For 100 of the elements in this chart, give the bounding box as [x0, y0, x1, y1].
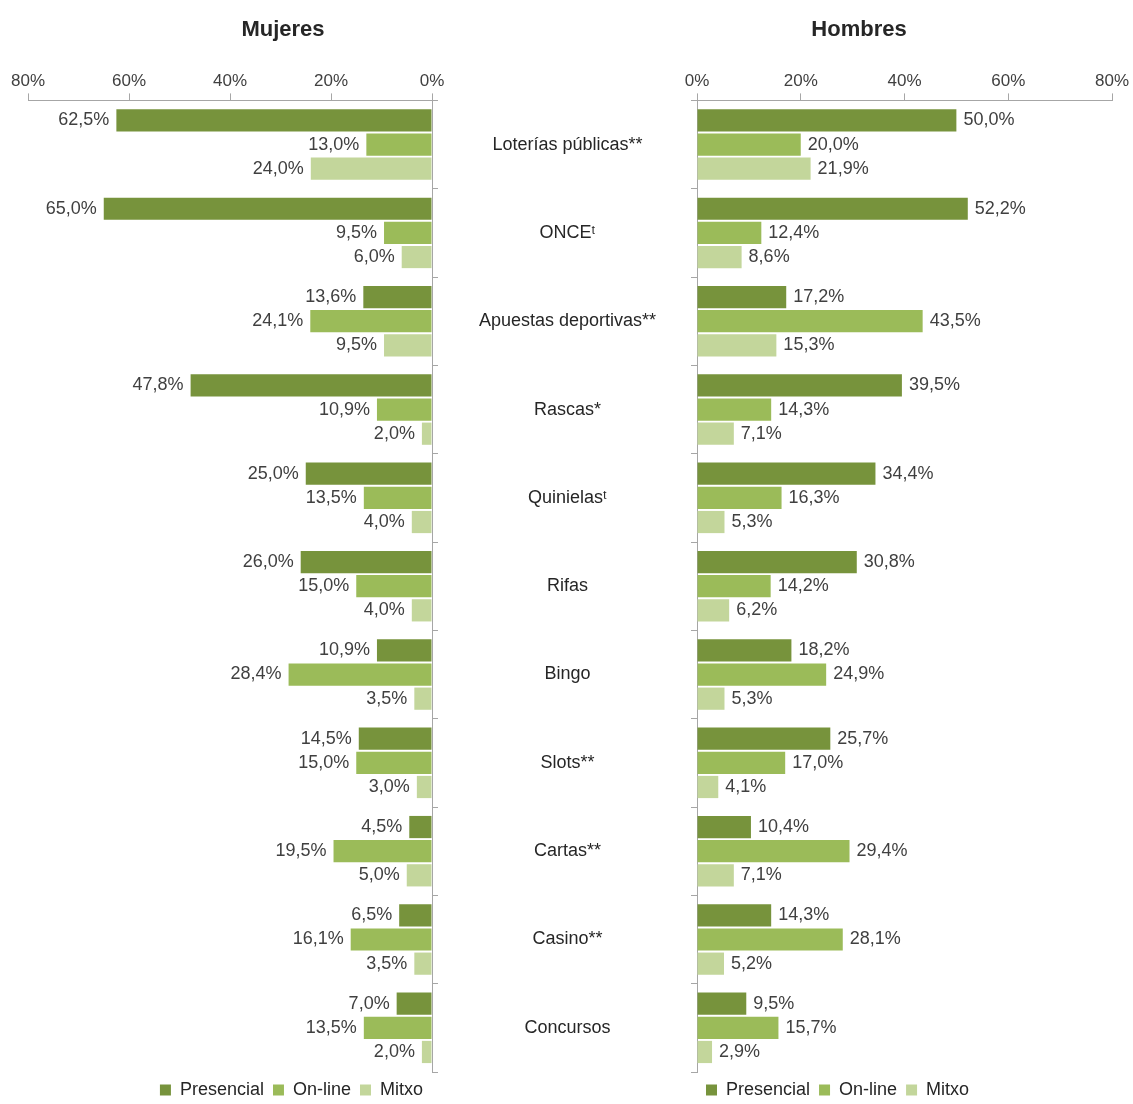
y-tick-label: ONCEᵗ: [539, 221, 596, 242]
y-tick-label: Rascas*: [533, 398, 601, 419]
data-label: 15,7%: [785, 1016, 837, 1037]
bar: [697, 109, 957, 132]
bar: [697, 197, 968, 220]
data-label: 24,1%: [252, 310, 304, 331]
y-tick-label: Rifas: [546, 575, 588, 596]
bar: [409, 815, 432, 839]
bar: [697, 864, 734, 887]
data-label: 47,8%: [132, 374, 184, 395]
data-label: 13,6%: [305, 286, 357, 307]
data-label: 2,9%: [719, 1040, 761, 1061]
chart-title: Mujeres: [241, 16, 325, 42]
bar: [310, 157, 432, 180]
data-label: 2,0%: [373, 422, 415, 443]
data-label: 10,9%: [318, 639, 370, 660]
data-label: 13,0%: [308, 133, 360, 154]
x-tick-label: 80%: [10, 70, 46, 90]
bar: [366, 133, 432, 156]
y-tick-label: Loterías públicas**: [492, 133, 643, 154]
data-label: 24,9%: [833, 663, 885, 684]
data-label: 21,9%: [817, 157, 869, 178]
bar: [356, 575, 432, 598]
data-label: 14,5%: [300, 727, 352, 748]
data-label: 15,0%: [298, 575, 350, 596]
data-label: 10,9%: [318, 398, 370, 419]
x-tick-label: 40%: [212, 70, 248, 90]
data-label: 6,2%: [736, 599, 778, 620]
bar: [697, 751, 786, 774]
bar: [421, 422, 432, 445]
data-label: 7,1%: [740, 864, 782, 885]
bar: [697, 815, 751, 839]
bar: [363, 1016, 432, 1039]
legend-label: Mitxo: [380, 1078, 424, 1099]
x-tick-label: 20%: [783, 70, 818, 90]
bar: [697, 550, 857, 574]
bar: [401, 245, 432, 269]
bar: [288, 663, 432, 686]
data-label: 6,0%: [353, 246, 395, 266]
bar: [697, 1016, 779, 1039]
x-tick-label: 40%: [887, 70, 922, 90]
data-label: 13,5%: [305, 486, 357, 507]
bar: [697, 422, 734, 445]
data-label: 5,3%: [731, 687, 773, 708]
data-label: 4,0%: [363, 599, 405, 620]
bar: [697, 639, 792, 662]
data-label: 5,0%: [358, 864, 400, 885]
bar: [697, 840, 850, 863]
bar: [697, 510, 725, 534]
data-label: 14,3%: [778, 398, 830, 419]
bar: [384, 334, 432, 357]
y-tick-label: Slots**: [540, 751, 595, 772]
x-tick-label: 0%: [419, 70, 445, 90]
bar: [697, 599, 730, 622]
bar: [376, 398, 432, 421]
bar: [396, 992, 432, 1015]
data-label: 26,0%: [242, 551, 294, 572]
data-label: 4,5%: [361, 816, 403, 837]
chart-title: Hombres: [811, 16, 907, 42]
data-label: 5,3%: [731, 510, 773, 531]
data-label: 9,5%: [335, 334, 378, 355]
legend-label: Mitxo: [926, 1078, 970, 1099]
bar: [358, 727, 432, 750]
bar: [350, 928, 432, 951]
data-label: 7,0%: [348, 992, 390, 1013]
bar: [697, 462, 876, 485]
bar: [697, 992, 747, 1015]
bar: [697, 775, 719, 799]
bar: [363, 285, 432, 309]
data-label: 50,0%: [963, 109, 1015, 130]
bar: [305, 462, 432, 485]
bar: [697, 928, 843, 951]
bar: [697, 904, 772, 927]
data-label: 18,2%: [798, 639, 850, 660]
y-tick-label: Quinielasᵗ: [527, 486, 607, 507]
data-label: 15,3%: [783, 334, 835, 355]
x-tick-label: 20%: [313, 70, 349, 90]
bar: [384, 221, 432, 244]
data-label: 15,0%: [298, 751, 350, 772]
y-tick-label: Apuestas deportivas**: [478, 310, 656, 331]
bar: [103, 197, 432, 220]
bar: [697, 398, 772, 421]
data-label: 4,1%: [725, 775, 767, 796]
legend-label: On-line: [292, 1078, 351, 1099]
data-label: 13,5%: [305, 1016, 357, 1037]
data-label: 17,0%: [792, 751, 844, 772]
bar: [697, 334, 777, 357]
bar: [190, 374, 432, 397]
data-label: 17,2%: [793, 286, 845, 307]
data-label: 3,0%: [368, 775, 410, 796]
data-label: 43,5%: [929, 310, 981, 331]
data-label: 12,4%: [768, 221, 820, 242]
bar: [363, 486, 432, 509]
data-label: 62,5%: [58, 109, 110, 130]
bar: [399, 904, 432, 927]
bar: [697, 663, 827, 686]
data-label: 5,2%: [730, 952, 773, 973]
data-label: 4,0%: [363, 510, 405, 531]
bar: [300, 550, 432, 574]
data-label: 3,5%: [366, 952, 408, 973]
